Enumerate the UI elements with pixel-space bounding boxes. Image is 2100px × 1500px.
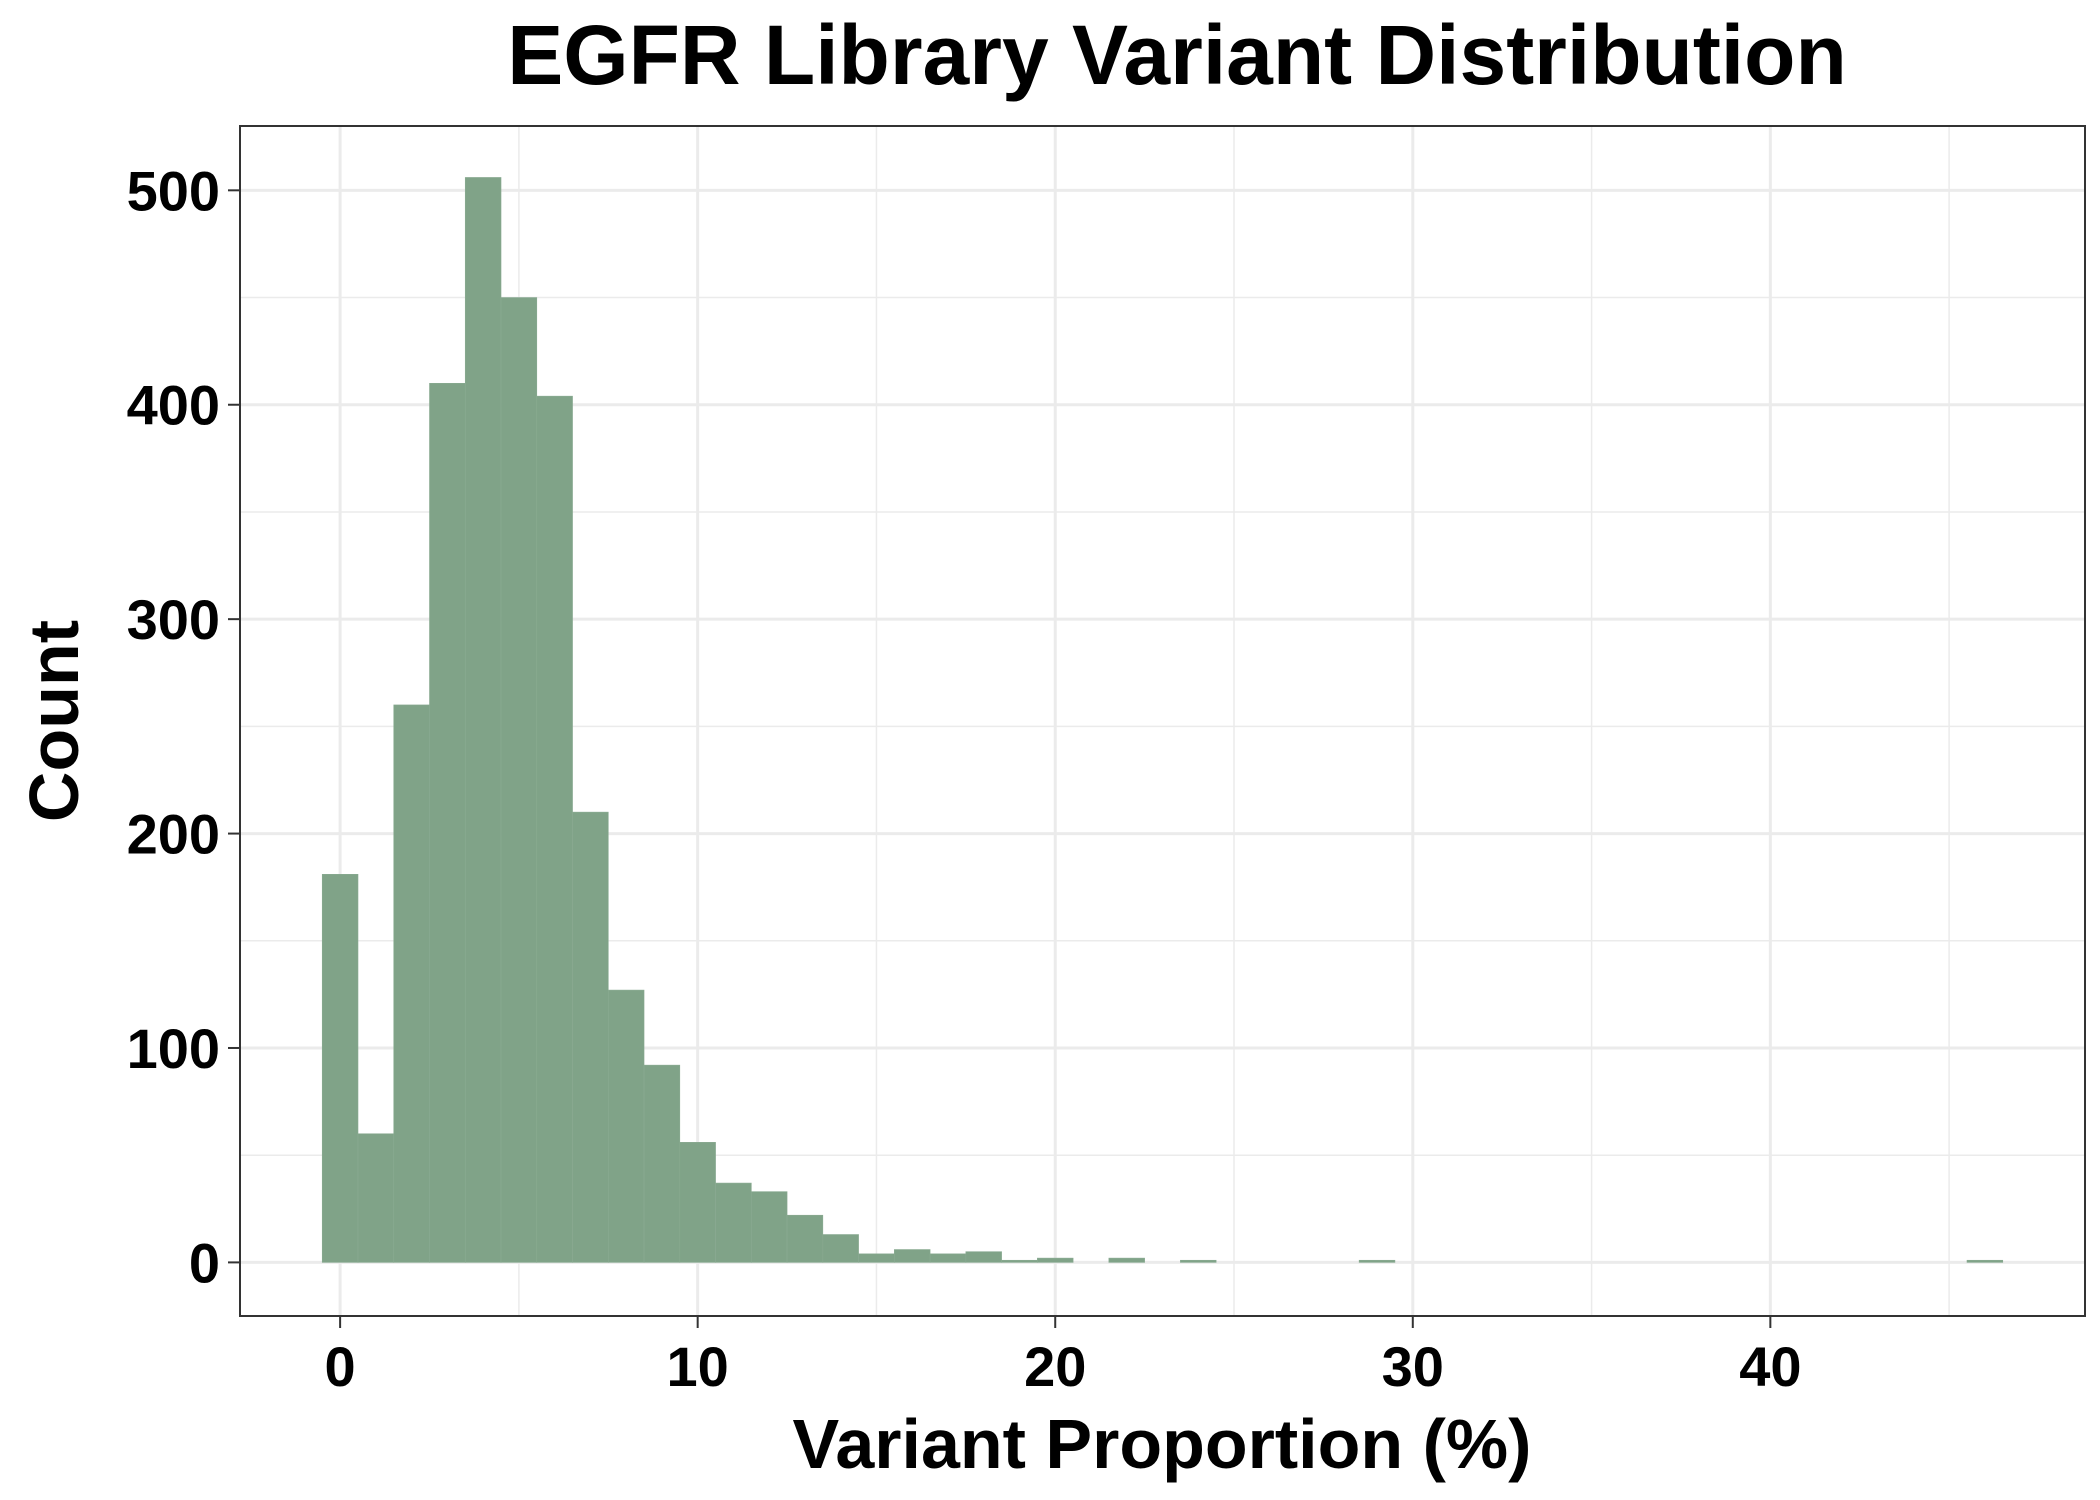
x-tick-label: 0 xyxy=(325,1335,356,1398)
chart-title: EGFR Library Variant Distribution xyxy=(507,8,1847,102)
y-tick-label: 300 xyxy=(127,588,220,651)
y-tick-label: 500 xyxy=(127,159,220,222)
histogram-bar xyxy=(607,989,645,1263)
histogram-bar xyxy=(786,1214,824,1263)
histogram-bar xyxy=(464,177,502,1263)
histogram-bar xyxy=(643,1064,681,1263)
plot-border xyxy=(239,125,2086,1317)
y-tick-label: 200 xyxy=(127,803,220,866)
histogram-bar xyxy=(965,1251,1002,1263)
y-tick-label: 0 xyxy=(189,1231,220,1294)
histogram-bar xyxy=(321,874,359,1263)
grid-lines xyxy=(240,126,2085,1316)
histogram-bar xyxy=(500,297,538,1263)
y-tick-label: 400 xyxy=(127,374,220,437)
histogram-bar xyxy=(357,1133,395,1263)
x-axis-ticks: 0 10 20 30 40 xyxy=(325,1316,1801,1398)
y-axis-ticks: 0 100 200 300 400 500 xyxy=(127,159,240,1294)
histogram-bar xyxy=(751,1191,788,1263)
histogram-bar xyxy=(1001,1259,1038,1263)
y-axis-title: Count xyxy=(15,620,93,822)
histogram-bar xyxy=(572,811,609,1263)
histogram-bars xyxy=(321,177,2004,1263)
histogram-bar xyxy=(536,395,573,1263)
histogram-bar xyxy=(1108,1257,1145,1263)
histogram-bar xyxy=(1358,1259,1396,1263)
histogram-bar xyxy=(1966,1259,2004,1263)
histogram-bar xyxy=(1037,1257,1074,1263)
x-tick-label: 30 xyxy=(1382,1335,1444,1398)
histogram-bar xyxy=(1180,1259,1217,1263)
histogram-bar xyxy=(393,704,430,1263)
histogram-bar xyxy=(929,1253,967,1263)
histogram-bar xyxy=(858,1253,895,1263)
histogram-bar xyxy=(822,1234,859,1263)
x-tick-label: 10 xyxy=(667,1335,729,1398)
x-tick-label: 20 xyxy=(1024,1335,1086,1398)
x-tick-label: 40 xyxy=(1739,1335,1801,1398)
y-tick-label: 100 xyxy=(127,1017,220,1080)
histogram-bar xyxy=(429,382,466,1263)
histogram-bar xyxy=(715,1182,752,1263)
x-axis-title: Variant Proportion (%) xyxy=(793,1405,1532,1483)
histogram-bar xyxy=(679,1142,716,1263)
histogram-bar xyxy=(894,1249,931,1263)
